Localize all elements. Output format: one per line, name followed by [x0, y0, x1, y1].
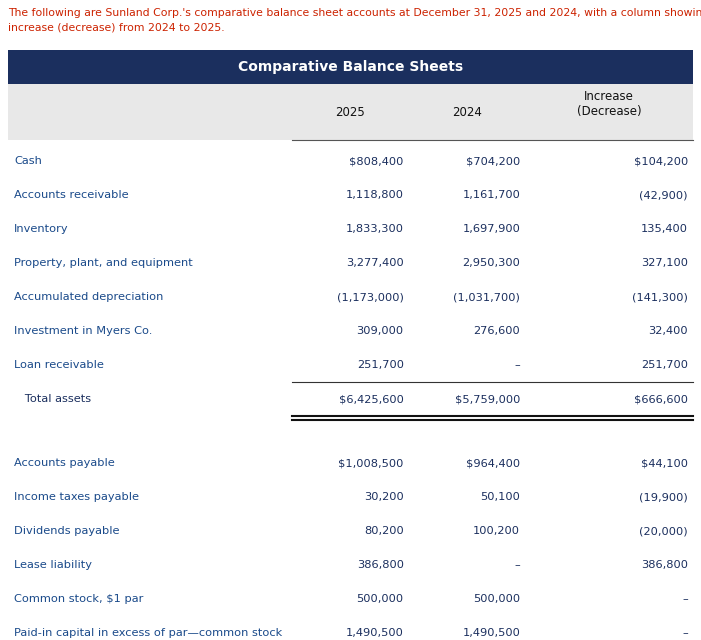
Text: 309,000: 309,000 [357, 326, 404, 336]
Text: Cash: Cash [14, 156, 42, 166]
Text: Paid-in capital in excess of par—common stock: Paid-in capital in excess of par—common … [14, 628, 283, 638]
Text: 1,490,500: 1,490,500 [462, 628, 520, 638]
Text: 2,950,300: 2,950,300 [462, 258, 520, 268]
Text: 1,161,700: 1,161,700 [462, 190, 520, 200]
Text: 1,697,900: 1,697,900 [462, 224, 520, 234]
Text: 2025: 2025 [336, 106, 365, 118]
Text: 327,100: 327,100 [641, 258, 688, 268]
Text: increase (decrease) from 2024 to 2025.: increase (decrease) from 2024 to 2025. [8, 22, 224, 32]
Text: –: – [515, 560, 520, 570]
Text: Inventory: Inventory [14, 224, 69, 234]
Text: 100,200: 100,200 [473, 526, 520, 536]
Text: 500,000: 500,000 [357, 594, 404, 604]
Text: 1,118,800: 1,118,800 [346, 190, 404, 200]
Text: 251,700: 251,700 [357, 360, 404, 370]
Text: Income taxes payable: Income taxes payable [14, 492, 139, 502]
Text: $1,008,500: $1,008,500 [339, 458, 404, 468]
Bar [8, 50, 693, 84]
Text: $104,200: $104,200 [634, 156, 688, 166]
Text: Accumulated depreciation: Accumulated depreciation [14, 292, 163, 302]
Text: –: – [682, 628, 688, 638]
Text: 386,800: 386,800 [641, 560, 688, 570]
Text: 135,400: 135,400 [641, 224, 688, 234]
Text: Lease liability: Lease liability [14, 560, 92, 570]
Text: 80,200: 80,200 [364, 526, 404, 536]
Text: Property, plant, and equipment: Property, plant, and equipment [14, 258, 193, 268]
Text: Common stock, $1 par: Common stock, $1 par [14, 594, 144, 604]
Text: (1,031,700): (1,031,700) [454, 292, 520, 302]
Text: (20,000): (20,000) [639, 526, 688, 536]
Text: Loan receivable: Loan receivable [14, 360, 104, 370]
Text: 1,490,500: 1,490,500 [346, 628, 404, 638]
Bar [8, 84, 693, 140]
Text: 2024: 2024 [452, 106, 482, 118]
Text: $964,400: $964,400 [466, 458, 520, 468]
Text: $666,600: $666,600 [634, 394, 688, 404]
Text: $44,100: $44,100 [641, 458, 688, 468]
Text: (42,900): (42,900) [639, 190, 688, 200]
Text: 32,400: 32,400 [648, 326, 688, 336]
Text: 386,800: 386,800 [357, 560, 404, 570]
Text: $808,400: $808,400 [349, 156, 404, 166]
Text: (19,900): (19,900) [639, 492, 688, 502]
Text: Accounts receivable: Accounts receivable [14, 190, 128, 200]
Text: 500,000: 500,000 [473, 594, 520, 604]
Text: $704,200: $704,200 [466, 156, 520, 166]
Text: Dividends payable: Dividends payable [14, 526, 119, 536]
Text: The following are Sunland Corp.'s comparative balance sheet accounts at December: The following are Sunland Corp.'s compar… [8, 8, 701, 18]
Text: $6,425,600: $6,425,600 [339, 394, 404, 404]
Text: Increase
(Decrease): Increase (Decrease) [577, 90, 641, 118]
Text: 276,600: 276,600 [473, 326, 520, 336]
Text: 50,100: 50,100 [480, 492, 520, 502]
Text: –: – [515, 360, 520, 370]
Text: $5,759,000: $5,759,000 [455, 394, 520, 404]
Text: (1,173,000): (1,173,000) [337, 292, 404, 302]
Text: Investment in Myers Co.: Investment in Myers Co. [14, 326, 152, 336]
Text: 1,833,300: 1,833,300 [346, 224, 404, 234]
Text: Accounts payable: Accounts payable [14, 458, 115, 468]
Text: 3,277,400: 3,277,400 [346, 258, 404, 268]
Text: 251,700: 251,700 [641, 360, 688, 370]
Text: –: – [682, 594, 688, 604]
Text: Total assets: Total assets [14, 394, 91, 404]
Text: (141,300): (141,300) [632, 292, 688, 302]
Text: 30,200: 30,200 [364, 492, 404, 502]
Text: Comparative Balance Sheets: Comparative Balance Sheets [238, 60, 463, 74]
